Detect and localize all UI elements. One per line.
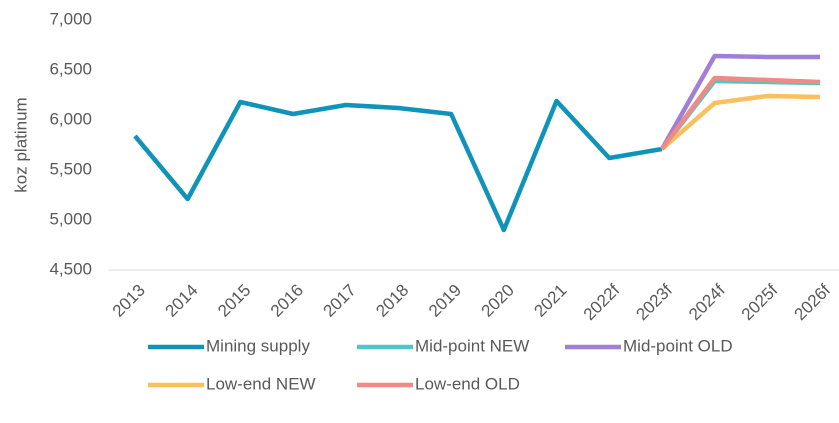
x-tick-label: 2021 — [530, 281, 570, 321]
x-tick-label: 2026f — [791, 280, 835, 324]
x-tick-label: 2020 — [478, 281, 518, 321]
legend-label: Mid-point OLD — [623, 336, 733, 355]
legend-label: Mid-point NEW — [415, 336, 529, 355]
x-tick-label: 2023f — [632, 280, 676, 324]
series-line — [660, 75, 821, 151]
y-tick-label: 6,000 — [49, 109, 92, 128]
x-tick-label: 2018 — [372, 281, 412, 321]
y-tick-label: 5,000 — [49, 209, 92, 228]
y-axis-label: koz platinum — [11, 97, 30, 192]
x-tick-label: 2025f — [738, 280, 782, 324]
legend-label: Low-end NEW — [206, 374, 316, 393]
y-tick-label: 5,500 — [49, 159, 92, 178]
y-tick-label: 4,500 — [49, 259, 92, 278]
x-tick-label: 2014 — [161, 281, 201, 321]
x-tick-label: 2024f — [685, 280, 729, 324]
y-tick-label: 6,500 — [49, 59, 92, 78]
legend-label: Low-end OLD — [415, 374, 520, 393]
series-line — [659, 53, 821, 151]
x-tick-label: 2016 — [267, 281, 307, 321]
x-tick-label: 2017 — [320, 281, 360, 321]
y-tick-label: 7,000 — [49, 9, 92, 28]
x-tick-label: 2013 — [109, 281, 149, 321]
x-tick-label: 2015 — [214, 281, 254, 321]
series-line — [660, 93, 821, 151]
x-tick-label: 2019 — [425, 281, 465, 321]
x-tick-label: 2022f — [580, 280, 624, 324]
legend-label: Mining supply — [206, 336, 310, 355]
series-line — [133, 98, 663, 233]
